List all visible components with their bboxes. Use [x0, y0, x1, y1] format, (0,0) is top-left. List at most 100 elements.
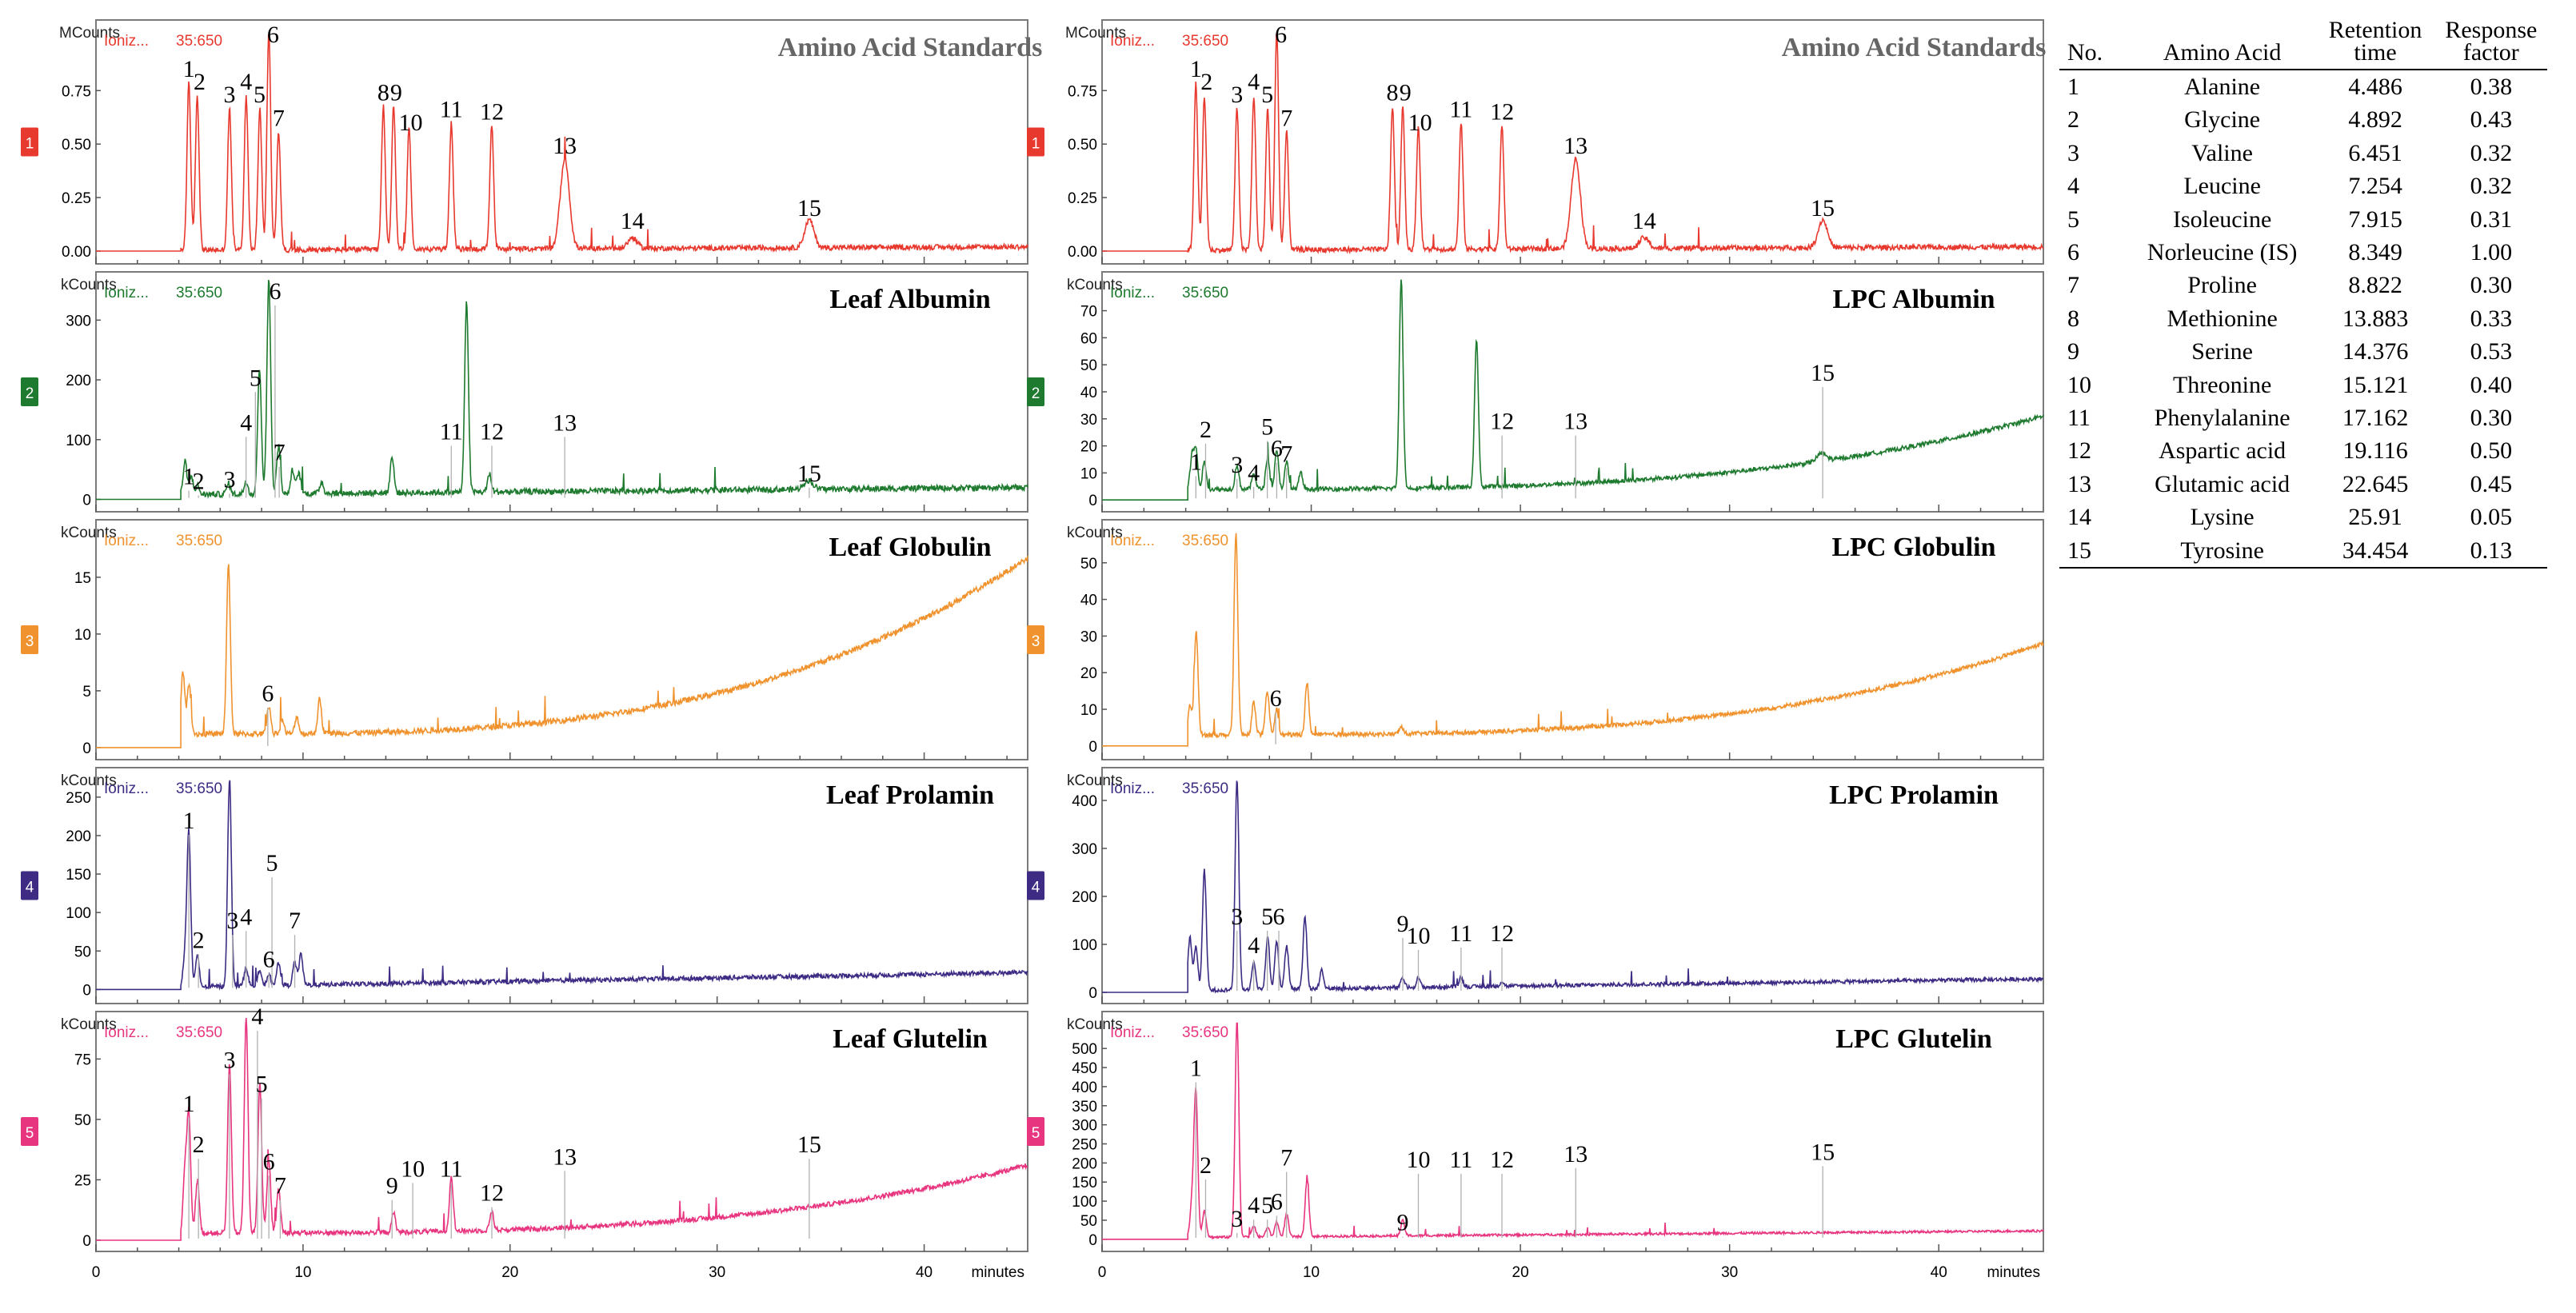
table-row: 9 Serine 14.376 0.53 [2059, 335, 2547, 368]
panel-title: Amino Acid Standards [778, 33, 1043, 62]
trace-legend-text: Ioniz... [1110, 533, 1155, 549]
row-amino-acid: Tyrosine [2128, 533, 2316, 569]
y-tick-label: 40 [1080, 385, 1097, 401]
table-row: 12 Aspartic acid 19.116 0.50 [2059, 434, 2547, 467]
row-response-factor: 0.30 [2470, 405, 2513, 432]
row-response-factor: 0.05 [2470, 504, 2513, 531]
peak-label: 4 [1248, 69, 1260, 95]
header-no: No. [2059, 16, 2129, 70]
row-retention-time: 19.116 [2342, 437, 2408, 465]
trace-legend-text: Ioniz... [104, 33, 149, 50]
table-row: 10 Threonine 15.121 0.40 [2059, 369, 2547, 401]
panel-title: Leaf Prolamin [826, 780, 994, 810]
x-axis-unit: minutes [1987, 1264, 2040, 1281]
header-retention-time: Retention time [2315, 16, 2435, 70]
x-axis-unit: minutes [971, 1264, 1024, 1281]
panel-title: LPC Prolamin [1829, 780, 1999, 810]
peak-label: 2 [193, 927, 205, 953]
y-tick-label: 60 [1080, 330, 1097, 347]
table-header-row: No. Amino Acid Retention time Response f… [2059, 16, 2547, 70]
y-unit-label: kCounts [61, 525, 117, 541]
panel-frame [1101, 1011, 2044, 1252]
y-tick-label: 10 [1080, 702, 1097, 719]
panel-title: Amino Acid Standards [1782, 33, 2047, 62]
trace-number-label: 3 [1032, 633, 1040, 650]
trace-number-label: 5 [1032, 1125, 1040, 1142]
row-retention-time: 25.91 [2348, 504, 2402, 531]
row-no: 15 [2059, 533, 2129, 569]
peak-label: 12 [480, 1180, 504, 1207]
chromatogram-trace [96, 556, 1028, 748]
row-no: 3 [2067, 139, 2079, 166]
row-retention-time: 13.883 [2342, 305, 2409, 332]
peak-label: 14 [621, 208, 645, 234]
y-tick-label: 0 [1088, 493, 1097, 509]
row-amino-acid: Aspartic acid [2159, 437, 2286, 465]
trace-legend-text: Ioniz... [104, 533, 149, 549]
peak-label: 12 [480, 98, 504, 125]
chromatogram-trace [1102, 533, 2044, 747]
peak-label: 15 [797, 195, 821, 221]
y-tick-label: 0 [82, 1233, 91, 1250]
x-tick-label: 20 [501, 1264, 518, 1281]
trace-number-badge [21, 377, 38, 406]
peak-label: 6 [267, 22, 279, 48]
peak-label: 1 [1190, 56, 1202, 82]
scan-range-text: 35:650 [1182, 1024, 1228, 1041]
peak-label: 15 [1811, 195, 1835, 221]
y-tick-label: 30 [1080, 629, 1097, 645]
x-tick-label: 0 [1098, 1264, 1107, 1281]
y-tick-label: 0.00 [1068, 244, 1097, 261]
row-response-factor: 0.50 [2470, 437, 2513, 465]
peak-label: 4 [240, 409, 252, 436]
y-tick-label: 400 [1072, 1080, 1097, 1096]
peak-label: 1 [183, 464, 195, 490]
y-tick-label: 20 [1080, 665, 1097, 682]
y-tick-label: 0 [82, 493, 91, 509]
peak-label: 2 [193, 1131, 205, 1158]
table-row: 6 Norleucine (IS) 8.349 1.00 [2059, 236, 2547, 269]
y-unit-label: kCounts [1067, 1016, 1123, 1033]
peak-label: 2 [194, 69, 206, 95]
x-tick-label: 0 [92, 1264, 101, 1281]
trace-number-label: 1 [26, 136, 34, 153]
peak-label: 1 [183, 1091, 195, 1117]
table-row: 15 Tyrosine 34.454 0.13 [2059, 533, 2547, 569]
trace-number-badge [21, 871, 38, 900]
y-tick-label: 100 [1072, 1194, 1097, 1211]
peak-label: 3 [223, 1047, 235, 1073]
row-response-factor: 0.13 [2434, 533, 2547, 569]
x-tick-label: 20 [1512, 1264, 1529, 1281]
peak-label: 5 [254, 82, 266, 108]
y-tick-label: 300 [1072, 1118, 1097, 1135]
row-amino-acid: Methionine [2167, 305, 2278, 332]
scan-range-text: 35:650 [1182, 533, 1228, 549]
peak-label: 15 [797, 461, 821, 487]
row-amino-acid: Proline [2187, 272, 2257, 299]
y-tick-label: 40 [1080, 593, 1097, 609]
row-retention-time: 8.349 [2348, 239, 2402, 266]
peak-label: 11 [440, 419, 463, 445]
row-no: 9 [2067, 338, 2079, 365]
peak-label: 7 [1280, 105, 1292, 131]
peak-label: 13 [1564, 133, 1588, 159]
peak-label: 13 [553, 409, 577, 436]
table-row: 13 Glutamic acid 22.645 0.45 [2059, 468, 2547, 501]
chromatogram-trace [1102, 780, 2044, 994]
row-amino-acid: Threonine [2172, 371, 2272, 398]
row-amino-acid: Glutamic acid [2155, 470, 2290, 497]
row-amino-acid: Valine [2191, 139, 2253, 166]
table-row: 11 Phenylalanine 17.162 0.30 [2059, 401, 2547, 434]
y-tick-label: 200 [1072, 1155, 1097, 1172]
y-tick-label: 10 [1080, 465, 1097, 482]
y-tick-label: 0 [82, 982, 91, 999]
y-tick-label: 100 [66, 905, 91, 922]
panel-title: Leaf Glutelin [833, 1024, 988, 1054]
peak-label: 4 [1248, 460, 1260, 486]
row-response-factor: 0.40 [2470, 371, 2513, 398]
peak-label: 6 [1270, 685, 1282, 712]
y-tick-label: 30 [1080, 412, 1097, 429]
y-tick-label: 0.25 [1068, 190, 1097, 207]
peak-label: 5 [256, 1072, 268, 1098]
